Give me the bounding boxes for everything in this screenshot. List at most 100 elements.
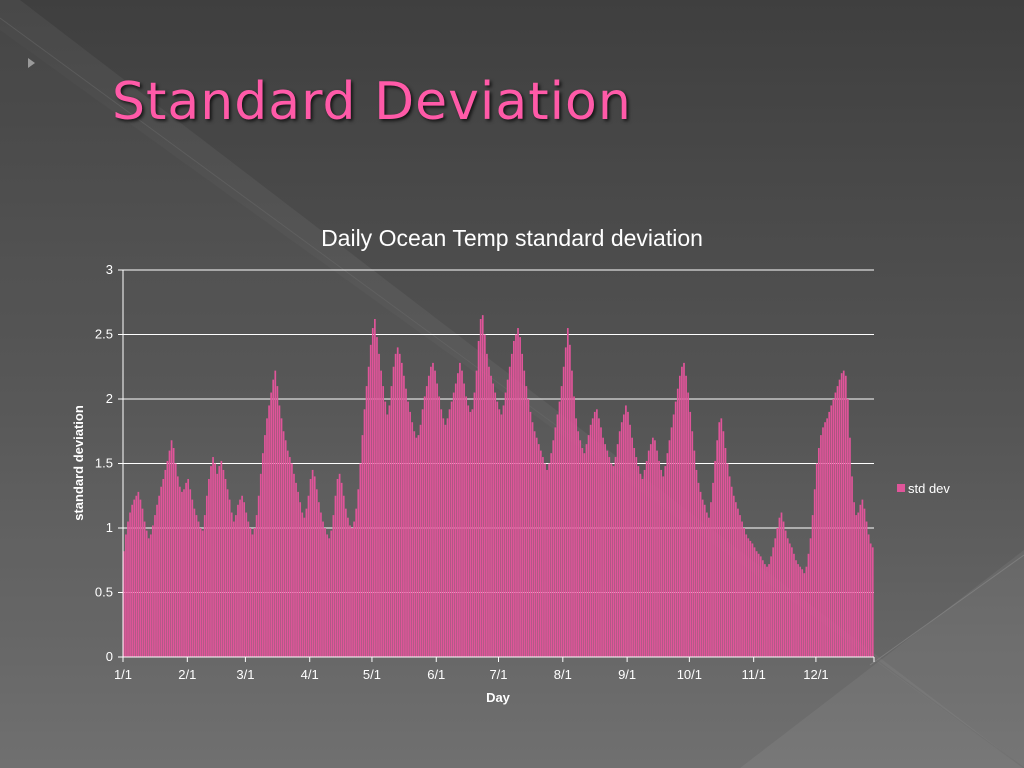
bar [697,482,700,657]
bar [367,366,370,657]
bar [691,431,694,657]
triangle-right-icon [28,58,35,68]
bar [610,463,613,657]
bar [216,473,219,657]
bar [861,499,864,657]
bar [347,517,349,657]
bar [303,517,306,657]
bar [778,517,781,657]
bar [674,401,677,657]
bar [633,448,636,657]
bar [668,440,671,657]
bar [313,476,316,657]
bar [398,353,401,657]
bar [664,466,667,657]
bar [652,437,654,657]
bar [210,466,212,657]
x-tick-label: 2/1 [178,667,196,682]
x-tick-label: 12/1 [803,667,828,682]
bar [374,319,376,657]
bar [857,512,860,657]
bar [324,528,326,657]
bar [710,502,712,657]
bar [488,366,490,657]
bar [208,478,210,657]
bar [606,450,609,657]
bar [212,457,214,657]
bar [380,370,382,657]
bar [253,528,256,657]
bar [871,547,874,657]
bar [826,418,828,657]
bar [139,499,142,657]
bar [735,502,737,657]
bar [145,530,148,657]
bar [461,370,463,657]
bar [817,448,820,657]
bar [654,440,656,657]
bar [284,440,287,657]
bar [228,499,231,657]
bar [218,466,221,657]
bar [423,396,426,657]
bar [743,528,745,657]
bar [533,431,536,657]
bar [243,502,246,657]
bar [189,489,192,657]
bar [187,478,190,657]
x-tick-label: 7/1 [489,667,507,682]
bar [363,409,366,657]
bar [618,431,621,657]
bar [701,499,704,657]
bar [556,414,559,657]
bar [693,450,696,657]
bar [179,486,181,657]
bar [170,440,173,657]
bar [430,366,432,657]
bar [338,473,341,657]
x-tick-label: 4/1 [301,667,319,682]
bar [531,422,534,657]
bar [840,373,843,657]
bar [799,566,802,657]
bar [620,422,623,657]
bar [838,379,841,657]
bar [600,427,602,657]
bar [602,437,604,657]
bar [676,388,679,657]
bar [417,435,420,657]
bar [631,437,633,657]
bar [546,469,548,657]
bar [519,337,521,657]
bar [764,564,766,657]
bar [552,440,555,657]
bar [527,399,530,657]
bar [409,411,411,657]
bar [135,495,138,657]
bar [272,379,275,657]
bar [457,373,459,657]
bar [612,466,615,657]
bar [400,362,403,657]
bar [645,460,648,657]
bar [156,504,158,657]
bar [477,340,480,657]
bar [525,386,528,657]
bar [666,453,669,657]
bar [237,504,239,657]
bar [172,448,175,657]
bar [500,414,503,657]
bar [714,460,716,657]
bar [131,504,133,657]
bar [274,370,277,657]
bar [342,495,345,657]
bar [830,405,833,657]
bar [326,534,329,657]
bar [513,340,515,657]
bar [340,482,343,657]
bar [481,315,484,657]
bar [506,379,509,657]
bar [355,508,358,657]
bar [564,347,567,657]
bar [681,366,683,657]
